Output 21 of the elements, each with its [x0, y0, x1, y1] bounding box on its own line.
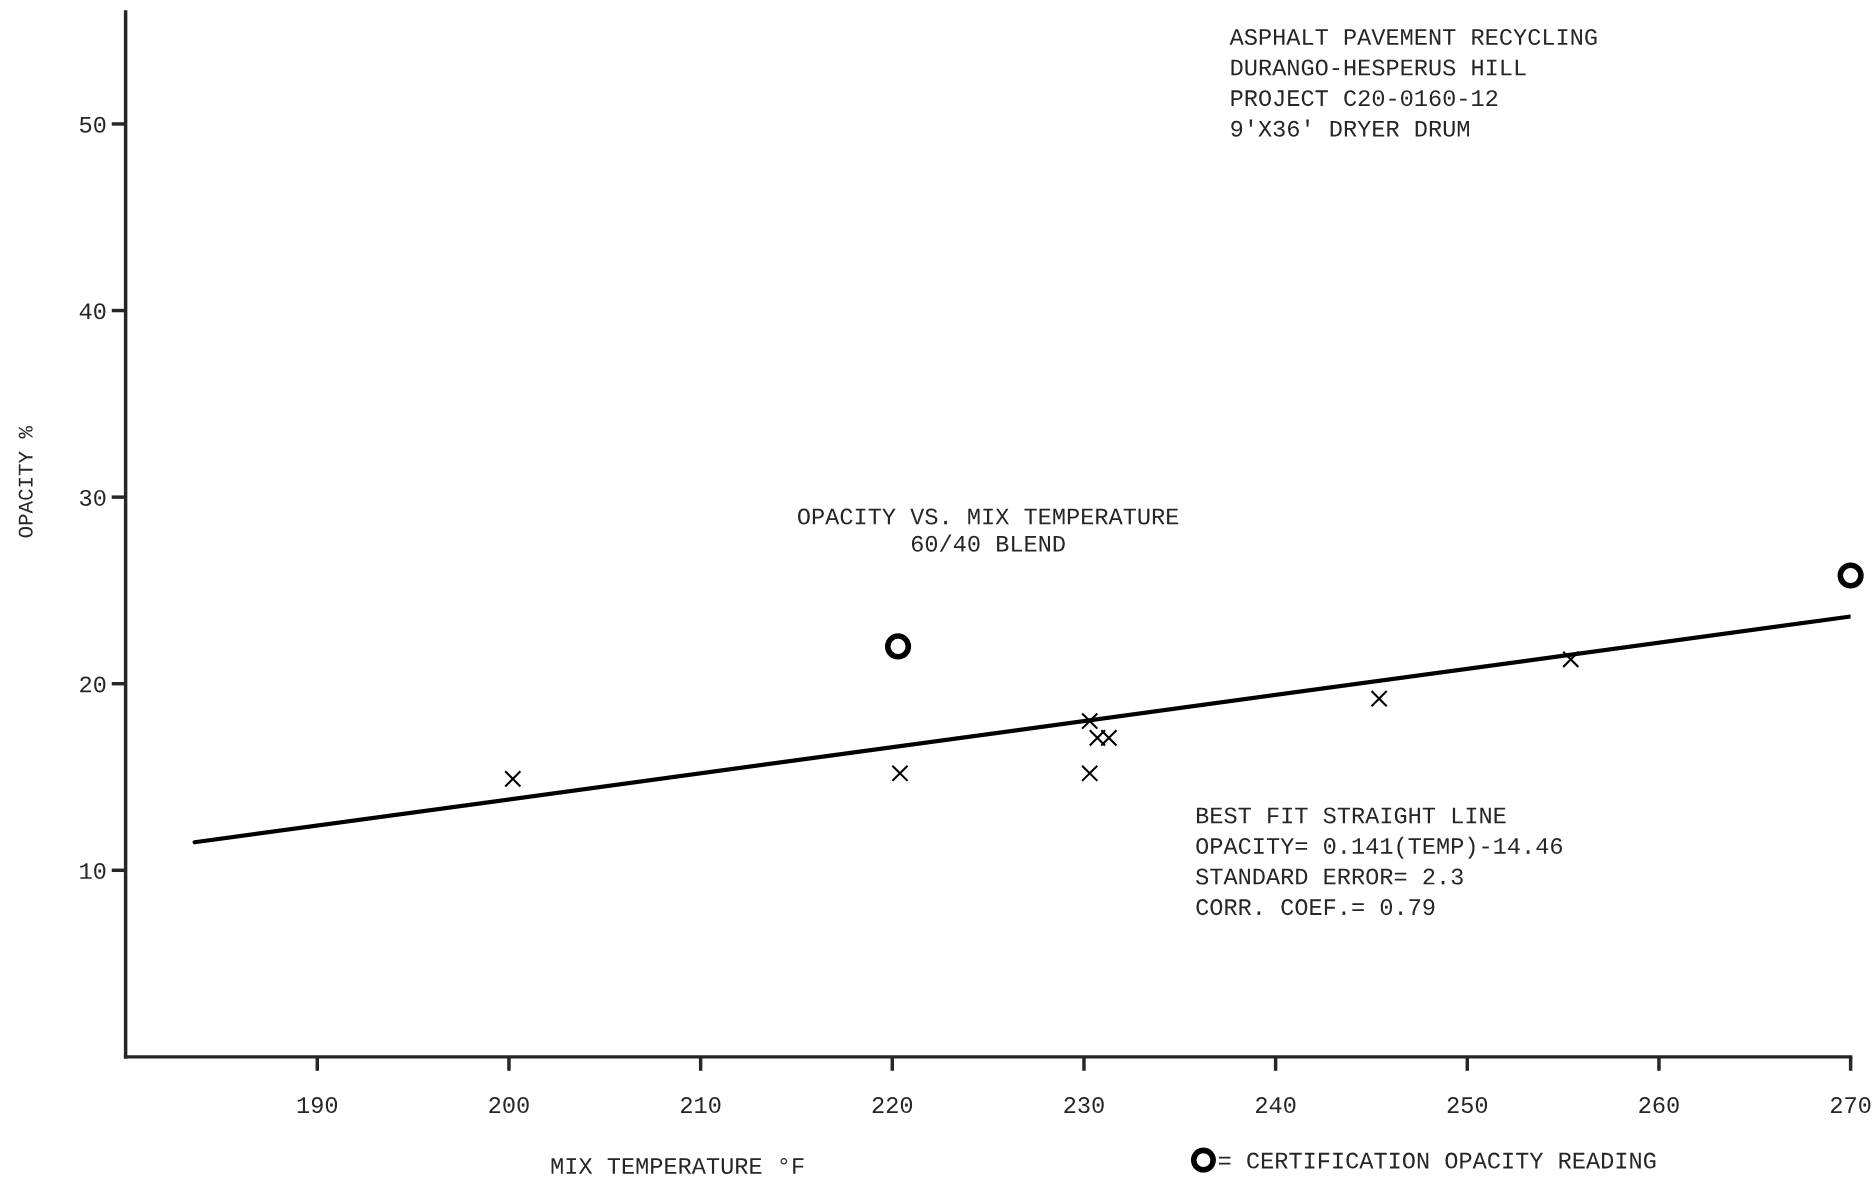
- y-tick-label: 10: [80, 863, 106, 880]
- y-tick-label: 30: [80, 489, 106, 506]
- y-axis-title: OPACITY %: [18, 425, 33, 538]
- x-tick-label: 240: [1256, 1097, 1296, 1114]
- y-tick-label: 20: [80, 676, 106, 693]
- legend-label: = CERTIFICATION OPACITY READING: [1218, 1152, 1656, 1169]
- x-tick-label: 260: [1639, 1097, 1679, 1114]
- annotation: ASPHALT PAVEMENT RECYCLING DURANGO-HESPERUS HILL PROJECT C20-0160-12 9'X36' DRYER DRUM: [1229, 29, 1597, 137]
- x-axis-title: MIX TEMPERATURE °F: [551, 1157, 804, 1175]
- x-tick-label: 270: [1831, 1097, 1871, 1114]
- y-tick-label: 50: [80, 116, 106, 133]
- text: 60/40 BLEND: [911, 534, 1065, 552]
- y-tick-label: 40: [79, 303, 106, 320]
- x-tick-label: 220: [872, 1097, 913, 1114]
- x-tick-label: 250: [1447, 1097, 1488, 1114]
- text: OPACITY VS. MIX TEMPERATURE: [798, 508, 1179, 525]
- x-tick-label: 230: [1064, 1097, 1104, 1114]
- x-tick-label: 200: [489, 1097, 529, 1114]
- x-tick-label: 210: [681, 1097, 721, 1114]
- annotation: BEST FIT STRAIGHT LINE OPACITY= 0.141(TEMP)-14.46 STANDARD ERROR= 2.3 CORR. COEF.= 0.79: [1196, 807, 1562, 916]
- x-tick-label: 190: [297, 1097, 338, 1114]
